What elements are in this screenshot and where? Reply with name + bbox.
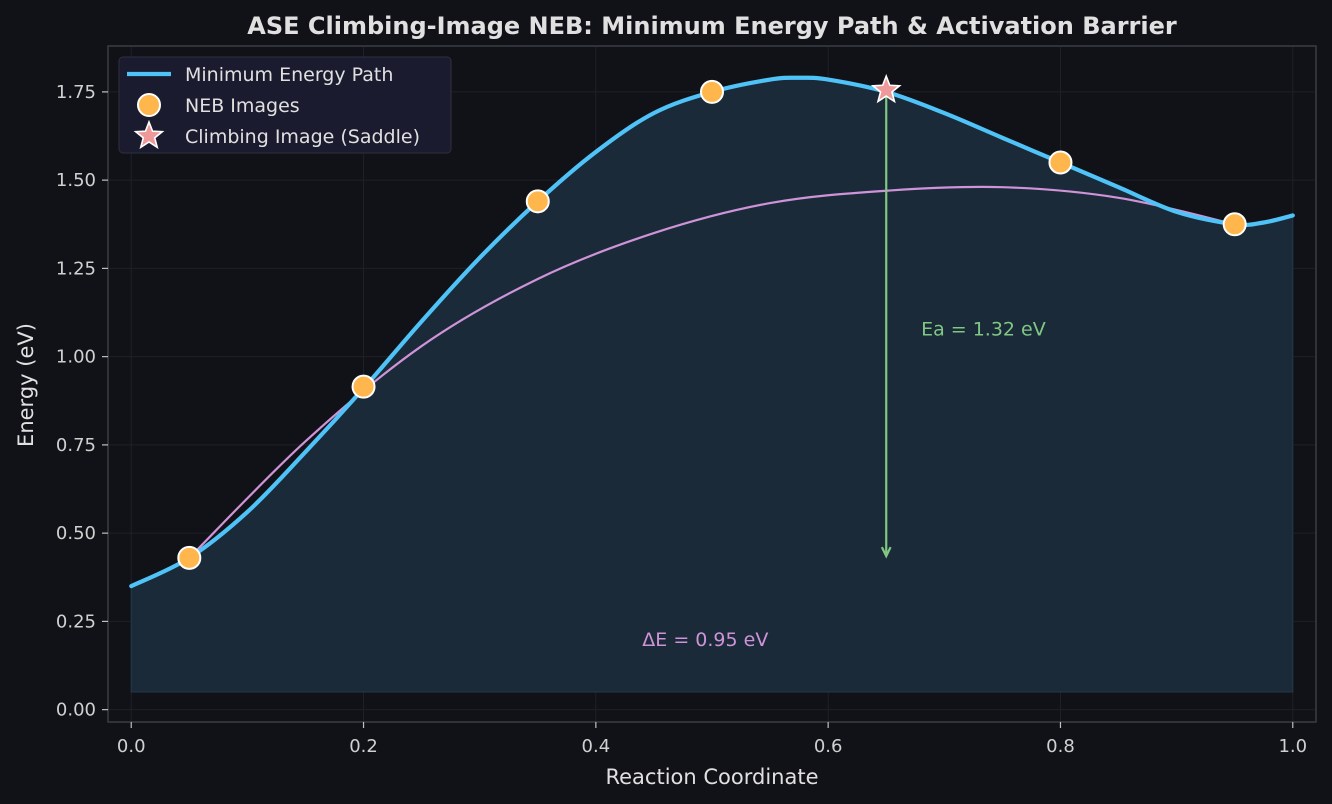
y-tick-label: 0.75 (56, 435, 96, 456)
plot-frame (107, 45, 1317, 723)
y-tick-label: 1.00 (56, 347, 96, 368)
y-tick-label: 0.25 (56, 611, 96, 632)
neb-image-point (177, 545, 202, 570)
x-axis-label: Reaction Coordinate (605, 765, 818, 789)
y-tick-label: 0.00 (56, 700, 96, 721)
y-axis-label: Energy (eV) (14, 323, 38, 447)
x-tick-label: 1.0 (1278, 736, 1307, 757)
legend-label-climbing: Climbing Image (Saddle) (185, 126, 420, 148)
y-tick-label: 1.50 (56, 170, 96, 191)
ea-label: Ea = 1.32 eV (921, 318, 1046, 340)
neb-image-point (351, 374, 376, 399)
x-tick-label: 0.6 (814, 736, 843, 757)
y-tick-label: 1.75 (56, 82, 96, 103)
delta-e-label: ΔE = 0.95 eV (642, 629, 768, 651)
neb-image-point (1222, 212, 1247, 237)
neb-image-point (1048, 150, 1073, 175)
x-tick-label: 0.0 (117, 736, 146, 757)
neb-image-point (700, 79, 724, 104)
climbing-image-star (870, 73, 902, 104)
legend-label-images: NEB Images (185, 95, 300, 117)
ea-arrowhead-bottom (880, 546, 892, 559)
legend-box (118, 56, 452, 154)
x-tick-label: 0.4 (582, 736, 611, 757)
y-tick-label: 0.50 (56, 523, 96, 544)
mep-line (129, 75, 1295, 589)
x-tick-label: 0.8 (1046, 736, 1075, 757)
chart-title: ASE Climbing-Image NEB: Minimum Energy P… (247, 12, 1177, 40)
legend-circle-marker (137, 93, 161, 117)
legend-label-mep: Minimum Energy Path (185, 64, 393, 86)
y-tick-label: 1.25 (56, 258, 96, 279)
plot-area: Ea = 1.32 eV ΔE = 0.95 eV 0.0 0.2 0.4 0.6 0.8 1… (56, 45, 1317, 757)
legend-star-marker (133, 119, 165, 150)
neb-image-point (525, 189, 550, 214)
x-tick-label: 0.2 (349, 736, 378, 757)
